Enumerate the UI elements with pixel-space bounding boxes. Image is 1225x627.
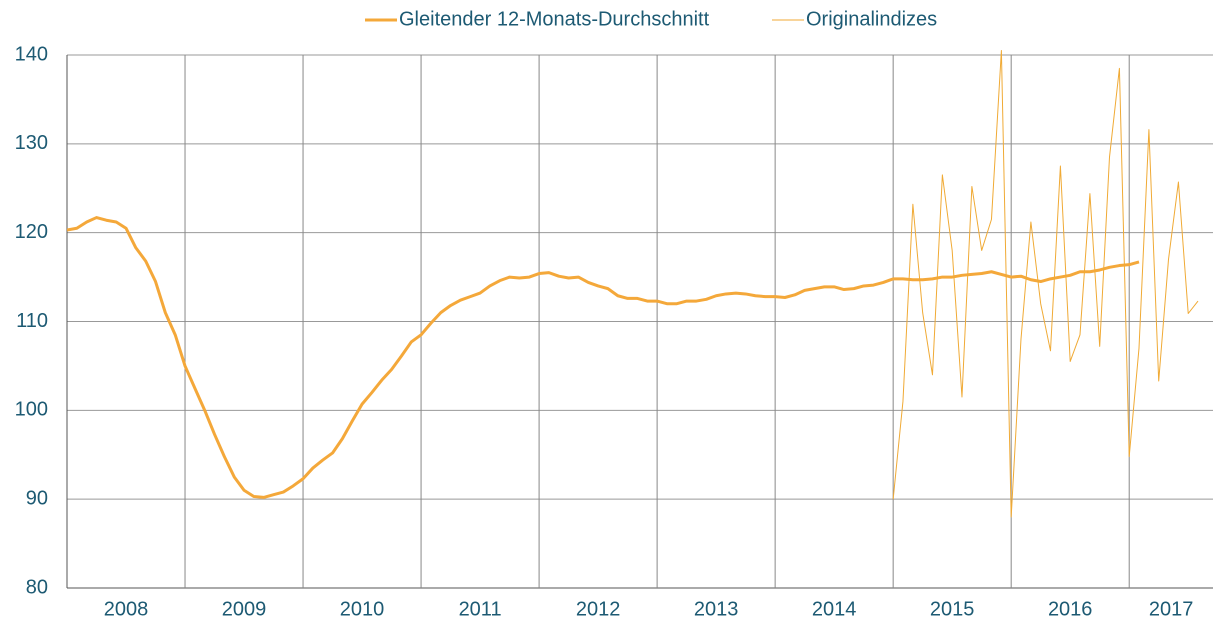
legend-label: Originalindizes: [806, 8, 937, 30]
x-tick-label: 2017: [1149, 598, 1194, 620]
y-tick-label: 100: [15, 399, 48, 421]
x-tick-label: 2012: [576, 598, 621, 620]
x-tick-label: 2009: [222, 598, 267, 620]
y-tick-label: 110: [16, 310, 48, 332]
x-tick-label: 2011: [459, 598, 502, 620]
y-tick-label: 120: [15, 221, 48, 243]
x-tick-label: 2010: [340, 598, 385, 620]
x-tick-label: 2008: [104, 598, 149, 620]
series-line: [892, 50, 1199, 518]
x-tick-label: 2016: [1048, 598, 1093, 620]
y-tick-label: 140: [15, 43, 48, 65]
y-tick-label: 80: [26, 576, 48, 598]
x-tick-label: 2015: [930, 598, 975, 620]
x-tick-label: 2013: [694, 598, 739, 620]
series-line: [67, 216, 1140, 499]
y-tick-label: 130: [15, 132, 48, 154]
y-tick-label: 90: [26, 487, 48, 509]
legend-label: Gleitender 12-Monats-Durchschnitt: [399, 8, 710, 30]
x-tick-label: 2014: [812, 598, 857, 620]
